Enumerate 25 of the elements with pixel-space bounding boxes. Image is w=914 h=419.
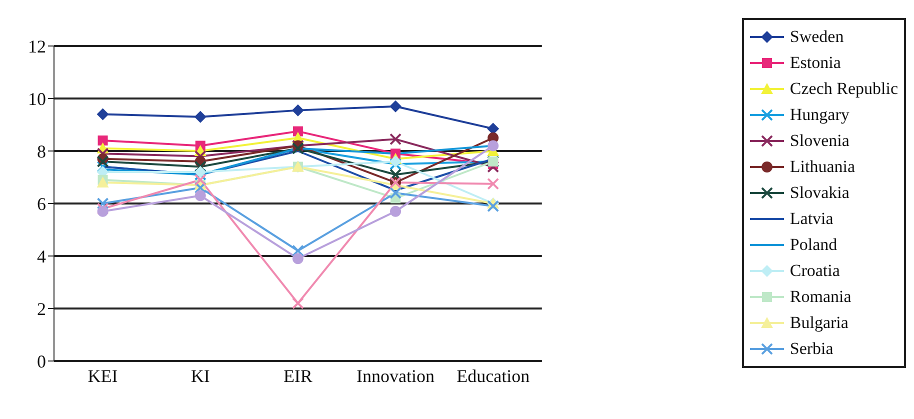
legend-label: Lithuania [790, 157, 856, 177]
x-tick-label: KEI [88, 366, 118, 386]
y-tick-label: 8 [37, 141, 46, 162]
y-tick-label: 2 [37, 298, 46, 319]
legend-label: Hungary [790, 105, 850, 125]
x-tick-label: Innovation [356, 366, 435, 386]
legend-label: Slovakia [790, 183, 850, 203]
legend-label: Estonia [790, 53, 841, 73]
x-tick-label: Education [456, 366, 530, 386]
legend-label: Poland [790, 235, 838, 255]
legend-label: Serbia [790, 339, 834, 359]
y-tick-label: 4 [37, 246, 46, 266]
y-tick-label: 10 [28, 88, 46, 109]
legend-label: Bulgaria [790, 313, 848, 333]
legend-label: Croatia [790, 261, 840, 281]
x-tick-label: KI [190, 366, 210, 386]
legend-label: Czech Republic [790, 79, 898, 99]
y-tick-label: 12 [28, 36, 46, 56]
y-tick-label: 6 [37, 194, 46, 214]
x-tick-label: EIR [283, 366, 312, 386]
legend-label: Sweden [790, 27, 844, 47]
legend-label: Romania [790, 287, 852, 307]
legend-label: Slovenia [790, 131, 850, 151]
y-tick-label: 0 [37, 351, 46, 372]
legend-label: Latvia [790, 209, 834, 229]
